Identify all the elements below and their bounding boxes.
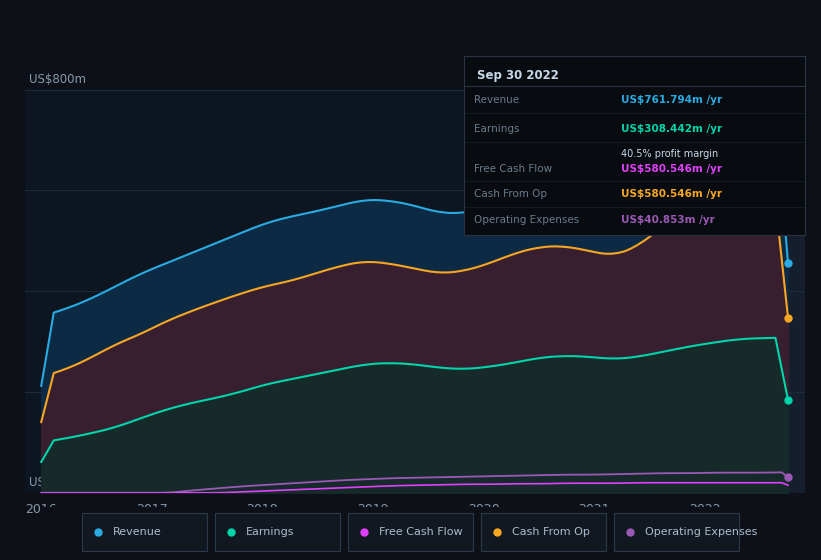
Text: Free Cash Flow: Free Cash Flow bbox=[474, 164, 553, 174]
Text: US$0: US$0 bbox=[29, 476, 59, 489]
Text: US$580.546m /yr: US$580.546m /yr bbox=[621, 189, 722, 199]
Text: Cash From Op: Cash From Op bbox=[474, 189, 547, 199]
FancyBboxPatch shape bbox=[348, 514, 473, 551]
Text: Operating Expenses: Operating Expenses bbox=[644, 528, 757, 537]
Text: US$40.853m /yr: US$40.853m /yr bbox=[621, 216, 714, 226]
Text: Sep 30 2022: Sep 30 2022 bbox=[478, 68, 559, 82]
Text: Revenue: Revenue bbox=[474, 95, 519, 105]
Text: US$761.794m /yr: US$761.794m /yr bbox=[621, 95, 722, 105]
Text: US$800m: US$800m bbox=[29, 73, 85, 86]
FancyBboxPatch shape bbox=[481, 514, 606, 551]
FancyBboxPatch shape bbox=[613, 514, 739, 551]
Text: Earnings: Earnings bbox=[474, 124, 520, 134]
FancyBboxPatch shape bbox=[214, 514, 340, 551]
Bar bbox=[677, 90, 805, 493]
Text: US$580.546m /yr: US$580.546m /yr bbox=[621, 164, 722, 174]
Text: 40.5% profit margin: 40.5% profit margin bbox=[621, 149, 718, 159]
Text: Free Cash Flow: Free Cash Flow bbox=[378, 528, 462, 537]
Text: Earnings: Earnings bbox=[245, 528, 294, 537]
Text: US$308.442m /yr: US$308.442m /yr bbox=[621, 124, 722, 134]
Text: Cash From Op: Cash From Op bbox=[511, 528, 589, 537]
Text: Revenue: Revenue bbox=[112, 528, 162, 537]
FancyBboxPatch shape bbox=[81, 514, 207, 551]
Text: Operating Expenses: Operating Expenses bbox=[474, 216, 580, 226]
